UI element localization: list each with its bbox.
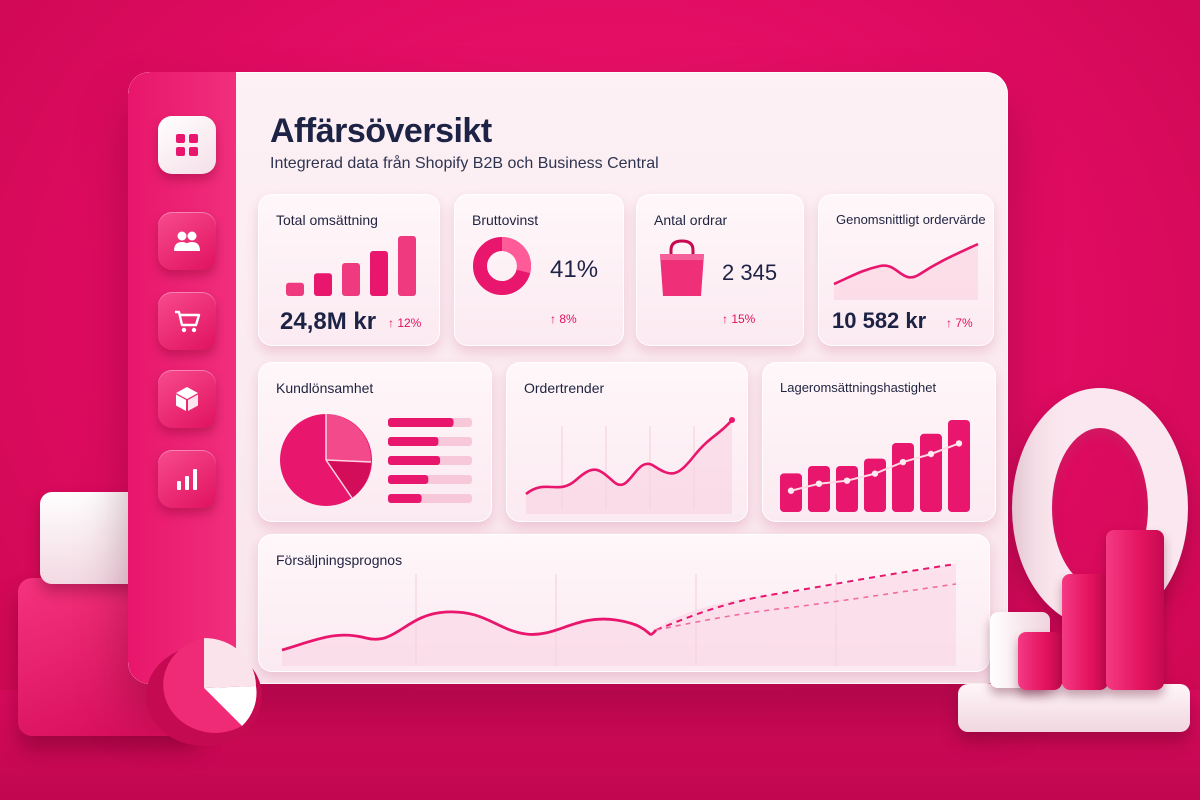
inventory-bar xyxy=(836,466,858,512)
kpi-label: Bruttovinst xyxy=(472,212,539,228)
sidebar-item-orders[interactable] xyxy=(158,292,216,350)
decorative-bar-small xyxy=(1018,632,1062,690)
inventory-trend-point xyxy=(927,450,935,458)
revenue-bar xyxy=(398,236,416,296)
sidebar xyxy=(128,72,236,684)
kpi-label: Genomsnittligt ordervärde xyxy=(836,212,986,227)
widget-sales-forecast[interactable]: Försäljningsprognos xyxy=(258,534,990,672)
cart-icon xyxy=(175,310,201,333)
decorative-bar-medium xyxy=(1062,574,1108,690)
bar-chart-icon xyxy=(286,236,416,296)
kpi-delta: ↑ 8% xyxy=(550,312,577,326)
kpi-card-gross-profit[interactable]: Bruttovinst 41% ↑ 8% xyxy=(454,194,624,346)
decorative-bar-tall xyxy=(1106,530,1164,690)
inventory-trend-point xyxy=(843,477,851,484)
revenue-bar xyxy=(286,282,304,296)
dashboard-panel: Affärsöversikt Integrerad data från Shop… xyxy=(128,72,1008,684)
line-chart-icon xyxy=(833,242,979,300)
profit-bar xyxy=(388,475,429,484)
inventory-trend-point xyxy=(899,458,907,466)
inventory-trend-point xyxy=(871,470,879,477)
kpi-label: Antal ordrar xyxy=(654,212,728,228)
sidebar-item-customers[interactable] xyxy=(158,212,216,270)
widget-inventory-turnover[interactable]: Lageromsättningshastighet xyxy=(762,362,996,522)
inventory-bar xyxy=(864,458,886,512)
inventory-trend-point xyxy=(955,440,963,447)
inventory-bar xyxy=(948,420,970,512)
widget-order-trends[interactable]: Ordertrender xyxy=(506,362,748,522)
profit-bar xyxy=(388,494,422,503)
kpi-value: 24,8M kr xyxy=(280,308,377,335)
revenue-bar xyxy=(342,263,360,296)
inventory-trend-point xyxy=(815,480,823,487)
bar-chart-icon xyxy=(780,420,970,512)
line-chart-icon xyxy=(525,417,735,514)
kpi-card-avg-order-value[interactable]: Genomsnittligt ordervärde 10 582 kr ↑ 7% xyxy=(818,194,994,346)
kpi-card-total-revenue[interactable]: Total omsättning 24,8M kr ↑ 12% xyxy=(258,194,440,346)
inventory-trend-point xyxy=(787,487,795,494)
horizontal-bars-icon xyxy=(388,418,472,503)
kpi-value: 2 345 xyxy=(722,260,778,285)
kpi-label: Total omsättning xyxy=(276,212,378,228)
sidebar-item-overview[interactable] xyxy=(158,116,216,174)
widget-customer-profitability[interactable]: Kundlönsamhet xyxy=(258,362,492,522)
profit-bar xyxy=(388,418,454,427)
users-icon xyxy=(174,231,200,251)
kpi-value: 41% xyxy=(550,256,599,283)
profit-bar xyxy=(388,437,439,446)
kpi-delta: ↑ 7% xyxy=(946,316,973,330)
revenue-bar xyxy=(370,251,388,296)
box-icon xyxy=(176,387,198,411)
kpi-value: 10 582 kr xyxy=(832,308,927,333)
kpi-card-order-count[interactable]: Antal ordrar 2 345 ↑ 15% xyxy=(636,194,804,346)
widget-label: Lageromsättningshastighet xyxy=(780,380,937,395)
widget-label: Försäljningsprognos xyxy=(276,552,403,568)
inventory-bar xyxy=(808,466,830,512)
inventory-bar xyxy=(892,443,914,512)
pie-chart-icon xyxy=(280,414,372,506)
sidebar-item-inventory[interactable] xyxy=(158,370,216,428)
grid-icon xyxy=(176,134,198,156)
widget-label: Ordertrender xyxy=(524,380,605,396)
decorative-pie-chart xyxy=(146,638,262,746)
shopping-bag-icon xyxy=(660,239,704,296)
forecast-chart-icon xyxy=(281,563,957,666)
donut-icon xyxy=(473,237,531,295)
bar-chart-icon xyxy=(177,469,197,490)
profit-bar xyxy=(388,456,441,465)
inventory-bar xyxy=(920,433,942,512)
sidebar-item-reports[interactable] xyxy=(158,450,216,508)
page-subtitle: Integrerad data från Shopify B2B och Bus… xyxy=(270,155,659,172)
decorative-pedestal xyxy=(958,684,1190,732)
page-title: Affärsöversikt xyxy=(270,112,492,150)
widget-label: Kundlönsamhet xyxy=(276,380,374,396)
kpi-delta: ↑ 15% xyxy=(722,312,756,326)
kpi-delta: ↑ 12% xyxy=(388,316,422,330)
revenue-bar xyxy=(314,273,332,296)
